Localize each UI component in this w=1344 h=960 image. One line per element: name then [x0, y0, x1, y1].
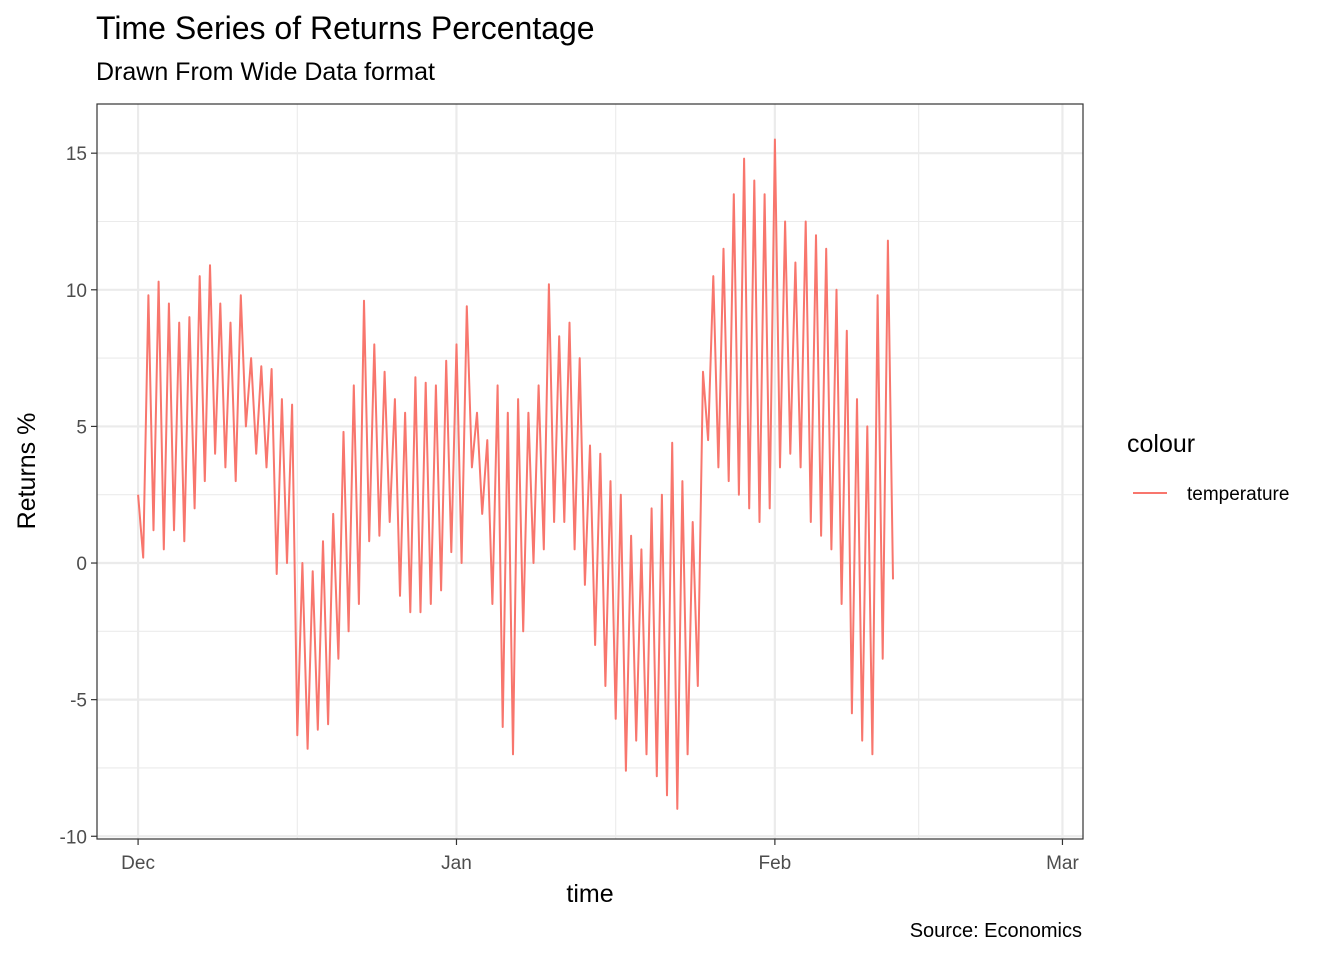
x-tick-label: Feb	[759, 853, 792, 874]
series-line-temperature	[137, 138, 894, 810]
y-tick-label: 15	[66, 144, 87, 165]
x-axis-title: time	[566, 880, 613, 908]
x-tick-label: Jan	[441, 853, 472, 874]
y-tick-label: -5	[70, 691, 87, 712]
y-tick-label: 0	[76, 554, 87, 575]
y-tick-label: 10	[66, 281, 87, 302]
x-tick-label: Mar	[1046, 853, 1079, 874]
legend: colour temperature	[1127, 430, 1289, 505]
legend-title: colour	[1127, 430, 1195, 458]
major-gridlines	[97, 104, 1083, 839]
y-axis: -10 -5 0 5 10 15	[60, 144, 97, 848]
legend-label-temperature: temperature	[1187, 484, 1289, 505]
chart-subtitle: Drawn From Wide Data format	[96, 58, 435, 86]
minor-gridlines	[97, 104, 1083, 839]
x-axis: Dec Jan Feb Mar	[121, 839, 1079, 874]
plot-border	[96, 103, 1084, 840]
chart-title: Time Series of Returns Percentage	[96, 10, 595, 46]
y-axis-title: Returns %	[13, 413, 41, 530]
y-tick-label: 5	[76, 417, 87, 438]
chart-caption: Source: Economics	[909, 920, 1082, 942]
x-tick-label: Dec	[121, 853, 155, 874]
y-tick-label: -10	[60, 827, 87, 848]
